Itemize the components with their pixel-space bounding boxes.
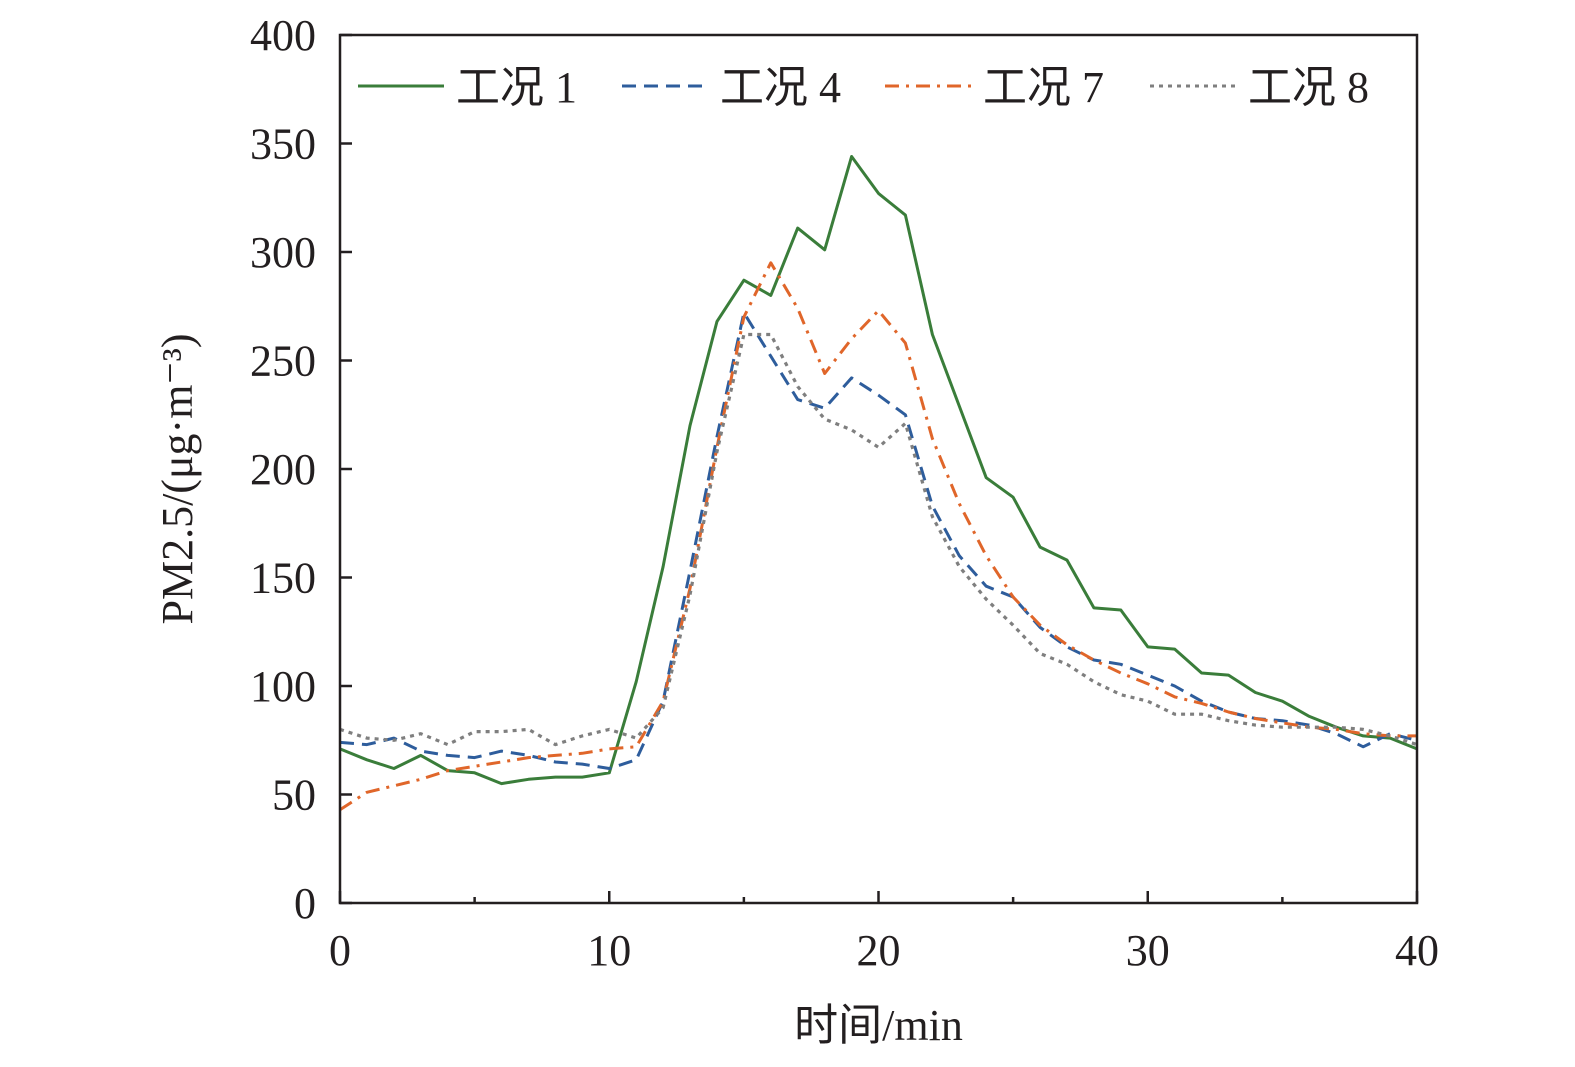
y-tick-label: 100: [250, 662, 316, 711]
x-tick-label: 10: [587, 926, 631, 975]
legend-label-1: 工况 1: [456, 63, 577, 112]
legend: 工况 1 工况 4 工况 7 工况 8: [358, 63, 1369, 112]
legend-label-4: 工况 8: [1248, 63, 1369, 112]
y-tick-label: 350: [250, 120, 316, 169]
series-line-3: [339, 261, 1417, 811]
x-tick-label: 30: [1126, 926, 1170, 975]
y-tick-label: 150: [250, 554, 316, 603]
legend-label-2: 工况 4: [720, 63, 841, 112]
y-tick-label: 400: [250, 11, 316, 60]
y-tick-label: 200: [250, 445, 316, 494]
series-line-2: [339, 311, 1418, 770]
y-tick-label: 300: [250, 228, 316, 277]
x-tick-label: 0: [329, 926, 351, 975]
series-line-4: [339, 332, 1418, 747]
y-tick-label: 250: [250, 337, 316, 386]
x-tick-label: 20: [857, 926, 901, 975]
y-tick-label: 50: [272, 771, 316, 820]
y-tick-label: 0: [294, 879, 316, 928]
x-axis-title: 时间/min: [794, 1001, 963, 1050]
series-layer: [339, 155, 1418, 811]
series-line-1: [339, 155, 1418, 786]
y-axis-title: PM2.5/(μg·m⁻³): [153, 333, 202, 624]
x-tick-label: 40: [1395, 926, 1439, 975]
legend-label-3: 工况 7: [983, 63, 1104, 112]
plot-frame: [338, 33, 1419, 905]
